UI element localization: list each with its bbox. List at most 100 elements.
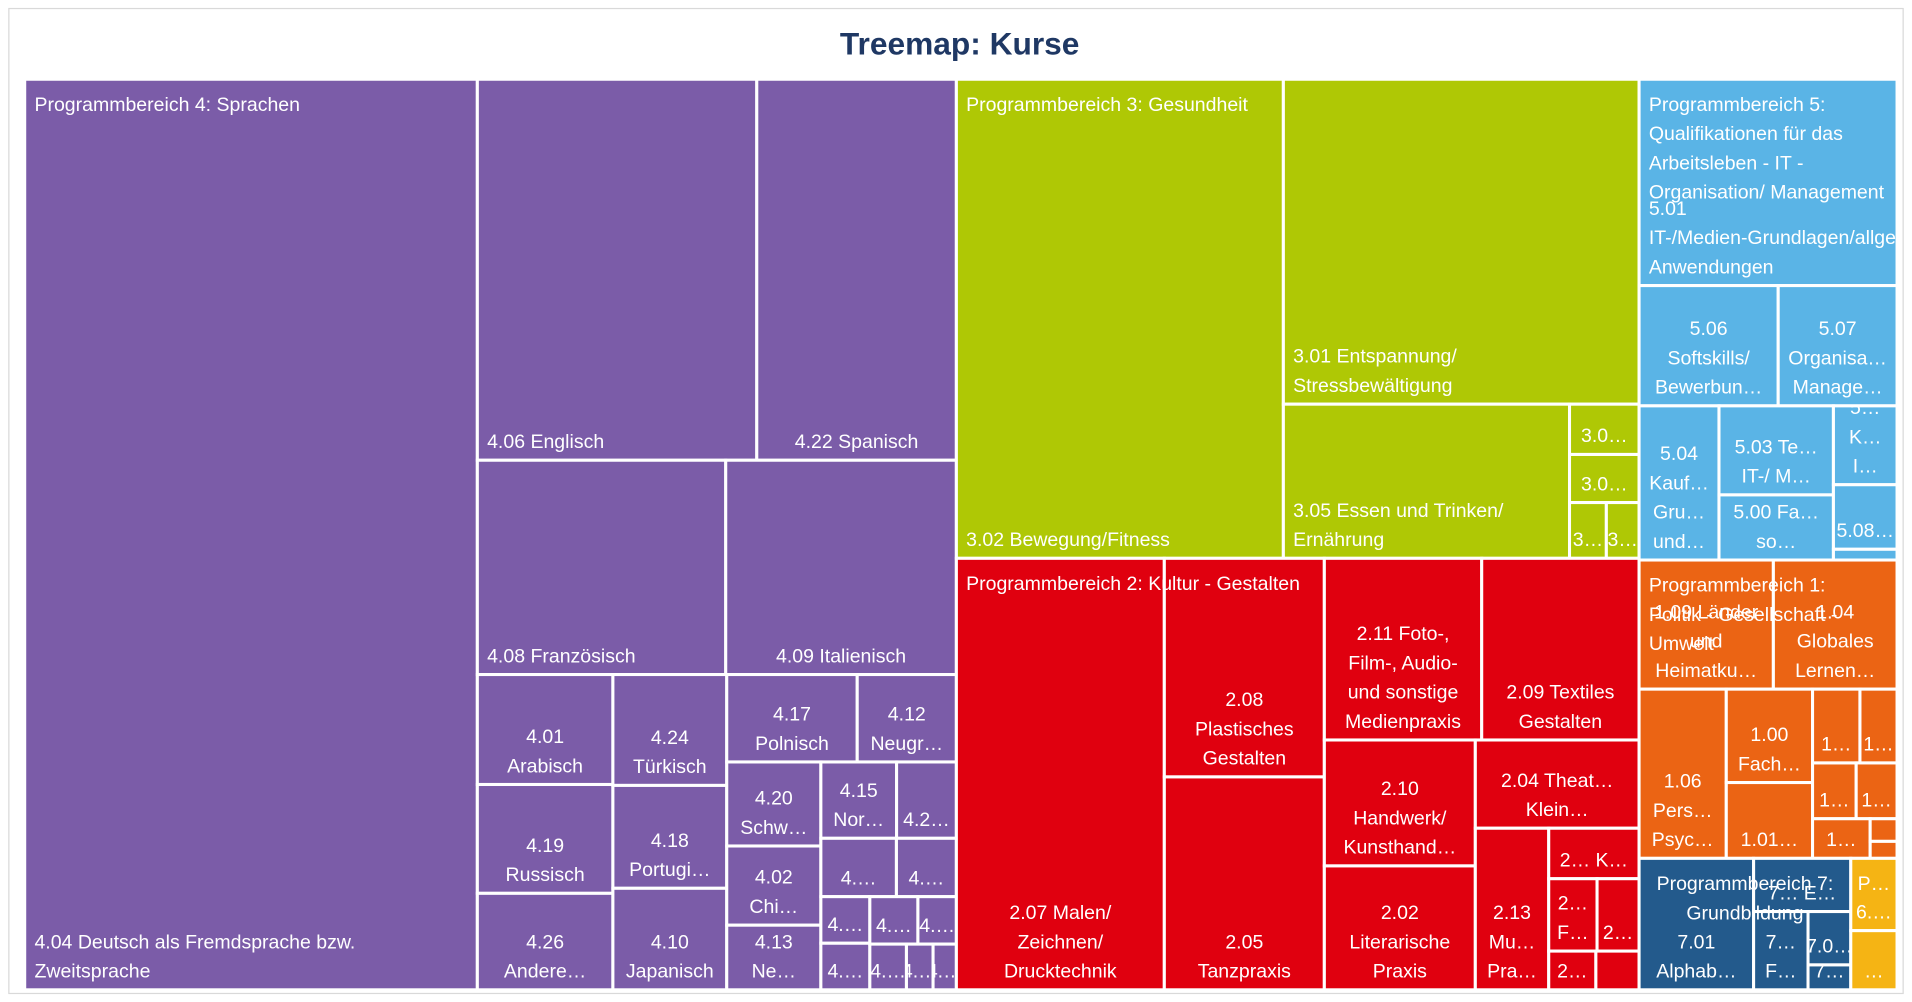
treemap-tile [1567, 501, 1608, 560]
treemap-tile [1322, 556, 1484, 742]
treemap-tile [724, 458, 958, 677]
treemap-tile [1567, 402, 1641, 456]
treemap-tile [1281, 402, 1572, 560]
treemap-tile [868, 942, 908, 992]
group-label: Programmbereich 1: Politik - Gesellschaft… [1649, 575, 1838, 656]
leaf-label: 3.02 Bewegung/Fitness [966, 529, 1170, 551]
leaf-label: 4.2… [903, 809, 950, 831]
treemap-tile [23, 77, 479, 992]
treemap-tile [1849, 929, 1899, 992]
treemap-tile [1868, 839, 1899, 860]
leaf-label: 3.0… [1581, 473, 1628, 495]
leaf-label: 1.06 Pers… Psyc… [1652, 771, 1714, 852]
treemap-tile [1547, 826, 1641, 881]
leaf-label: 2.05 Tanzpraxis [1198, 931, 1291, 982]
group-label: Programmbereich 2: Kultur - Gestalten [966, 573, 1300, 595]
treemap-tile [1322, 738, 1477, 868]
treemap-tile [1162, 775, 1326, 992]
treemap-tile [954, 77, 1285, 560]
leaf-label: 3.01 Entspannung/Stressbewältigung [1293, 346, 1457, 397]
leaf-label: 3… [1608, 529, 1638, 551]
leaf-label: 4.12 Neugr… [870, 704, 943, 755]
treemap-tile [1811, 761, 1858, 821]
treemap-tile [954, 556, 1166, 992]
leaf-label: 4.… [927, 961, 963, 983]
leaf-label: 4.04 Deutsch als Fremdsprache bzw. Zweits… [34, 931, 355, 982]
leaf-label: 4.24 Türkisch [633, 727, 707, 778]
leaf-label: 2… [1603, 922, 1633, 944]
treemap-tile [1637, 404, 1721, 562]
treemap-tile [475, 458, 728, 677]
treemap-tile [725, 760, 823, 848]
treemap-tile [1776, 284, 1899, 408]
treemap-tile [475, 77, 759, 462]
leaf-label: 4.… [870, 961, 906, 983]
leaf-label: 5… K… I… [1849, 397, 1882, 478]
leaf-label: 1… [1863, 734, 1893, 756]
treemap-tile [1637, 687, 1728, 860]
leaf-label: 4.… [902, 961, 938, 983]
leaf-label: 4.… [841, 867, 877, 889]
treemap-tile [1547, 949, 1598, 992]
leaf-label: 1.00 Fach… [1738, 724, 1801, 775]
leaf-label: 6.… [1856, 901, 1892, 923]
treemap-tile [1594, 949, 1641, 992]
group-label: P… [1858, 873, 1891, 895]
leaf-label: 7.01 Alphab… [1656, 931, 1736, 982]
leaf-label: 1.09 Länder und Heimatku… [1654, 601, 1759, 682]
leaf-label: 2… K… [1560, 850, 1628, 872]
treemap-tile [1868, 817, 1899, 843]
group-label: Programmbereich 5: Qualifikationen für da… [1649, 94, 1885, 204]
plot-area: 4.04 Deutsch als Fremdsprache bzw. Zweits… [23, 77, 1912, 992]
leaf-label: 7… [1814, 961, 1844, 983]
leaf-label: 5.01IT-/Medien-Grundlagen/allgemeineAnwe… [1649, 198, 1912, 279]
leaf-label: 5.03 Te… IT-/ M… [1735, 436, 1818, 487]
treemap-tile [1281, 77, 1641, 406]
leaf-label: 5.07 Organisa… Manage… [1788, 318, 1887, 399]
treemap-tile [1637, 856, 1756, 992]
leaf-label: 3… [1573, 529, 1603, 551]
leaf-label: 1… [1821, 734, 1851, 756]
leaf-label: 5.08… [1837, 520, 1894, 542]
leaf-label: 2.02 Literarische Praxis [1349, 902, 1450, 983]
leaf-label: 4.15 Nor… [833, 780, 884, 831]
treemap-tile [611, 783, 729, 890]
treemap-tile [1811, 817, 1872, 860]
treemap-tile [725, 923, 823, 992]
treemap-tile [1473, 738, 1641, 830]
group-label: Programmbereich 4: Sprachen [34, 94, 300, 116]
leaf-label: 1… [1826, 829, 1856, 851]
leaf-label: 5.06 Softskills/Bewerbun… [1655, 318, 1762, 399]
leaf-label: 1.01… [1741, 829, 1798, 851]
treemap-tile [868, 895, 920, 946]
treemap-tile [725, 673, 859, 764]
treemap-tile [1595, 877, 1641, 953]
leaf-label: 1… [1861, 790, 1891, 812]
leaf-label: 2… [1557, 961, 1587, 983]
leaf-label: 1.04 Globales Lernen… [1795, 601, 1875, 682]
treemap-tile [611, 886, 729, 992]
leaf-label: 2.04 Theat… Klein… [1501, 770, 1613, 821]
leaf-label: 5.04 Kauf… Gru… und… [1649, 443, 1709, 553]
leaf-label: 2.11 Foto-, Film-, Audio-und sonstige Medi… [1345, 623, 1461, 733]
chart-title: Treemap: Kurse [840, 26, 1080, 62]
group-label: Programmbereich 3: Gesundheit [966, 94, 1248, 116]
leaf-label: 3.05 Essen und Trinken/Ernährung [1293, 500, 1504, 551]
leaf-label: 4.06 Englisch [487, 431, 604, 453]
leaf-label: 2.07 Malen/Zeichnen/Drucktechnik [1004, 902, 1117, 983]
leaf-label: 4.10 Japanisch [626, 931, 714, 982]
leaf-label: 4.… [919, 915, 955, 937]
leaf-label: 4.18 Portugi… [629, 830, 710, 881]
leaf-label: 2… F… [1557, 893, 1588, 944]
treemap-tile [1854, 761, 1899, 821]
treemap-tile [1849, 856, 1899, 933]
leaf-label: 4.13 Ne… [752, 931, 796, 982]
treemap-tile [916, 895, 958, 946]
leaf-label: 7… E… [1768, 882, 1836, 904]
treemap-tile [1717, 493, 1835, 562]
treemap-tile [755, 77, 958, 462]
leaf-label: 4.01 Arabisch [507, 726, 583, 777]
leaf-label: 2.13 Mu… Pra… [1487, 902, 1537, 983]
treemap-tile [894, 836, 958, 899]
